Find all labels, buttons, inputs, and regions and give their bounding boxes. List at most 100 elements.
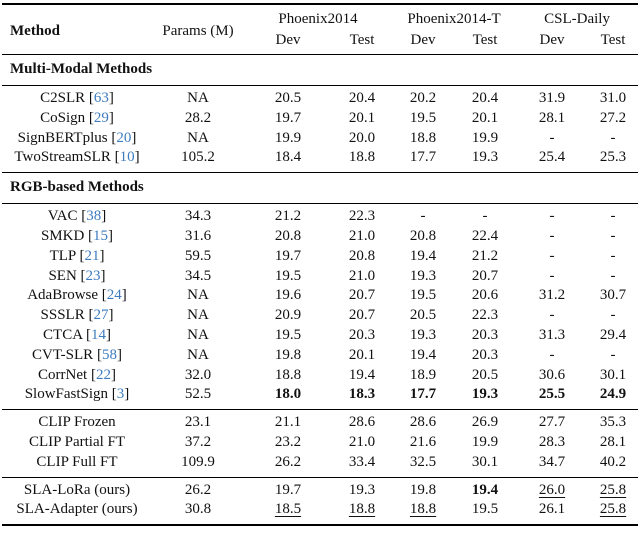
method-name: VAC (47, 208, 78, 225)
section-header-row: RGB-based Methods (2, 173, 638, 204)
value-cell: 20.7 (471, 267, 499, 284)
citation-number[interactable]: 20 (116, 129, 132, 146)
section-title: RGB-based Methods (10, 179, 144, 196)
value-cell: 19.5 (409, 287, 437, 304)
method-name: SLA-LoRa (ours) (23, 481, 131, 498)
table-header: Method Params (M) Phoenix2014 Phoenix201… (2, 4, 639, 55)
value-cell: 18.9 (409, 366, 437, 383)
citation-link[interactable]: [58] (93, 346, 122, 363)
value-cell: 20.5 (471, 366, 499, 383)
citation-link[interactable]: [14] (82, 326, 111, 343)
table-row: SSSLR [27] NA 20.9 20.7 20.5 22.3 - - (2, 306, 638, 326)
value-cell: 18.0 (274, 386, 302, 403)
method-name: CLIP Partial FT (28, 433, 126, 450)
value-cell: 20.1 (471, 109, 499, 126)
table-row: SlowFastSign [3] 52.5 18.0 18.3 17.7 19.3 25.5… (2, 385, 638, 409)
value-cell: 19.6 (274, 287, 302, 304)
value-cell: 19.7 (274, 481, 302, 498)
value-cell: 19.7 (274, 247, 302, 264)
citation-link[interactable]: [24] (98, 287, 127, 304)
table-row: SLA-Adapter (ours) 30.8 18.5 18.8 18.8 19.5 26… (2, 500, 638, 525)
citation-link[interactable]: [23] (76, 267, 106, 284)
method-cell: CLIP Frozen (2, 410, 152, 433)
rows-block: C2SLR [63] NA 20.5 20.4 20.2 20.4 31.9 31.0 CoSi… (2, 85, 639, 173)
table-row: SEN [23] 34.5 19.5 21.0 19.3 20.7 - - (2, 267, 638, 287)
value-cell: 26.9 (471, 414, 499, 431)
method-cell: CVT-SLR [58] (2, 346, 152, 366)
method-name: C2SLR (40, 90, 86, 106)
citation-link[interactable]: [38] (77, 208, 107, 225)
value-cell: 18.4 (274, 149, 302, 166)
col-header-params: Params (M) (162, 23, 234, 39)
params-cell: 32.0 (184, 366, 212, 383)
params-cell: 59.5 (184, 247, 212, 264)
value-cell: 27.2 (599, 109, 627, 126)
citation-number[interactable]: 24 (106, 287, 122, 304)
citation-number[interactable]: 63 (93, 90, 109, 106)
method-name: CLIP Frozen (38, 414, 116, 431)
col-group-phoenix2014-t: Phoenix2014-T (407, 11, 501, 27)
params-cell: 26.2 (184, 481, 212, 498)
value-cell: 20.8 (274, 227, 302, 244)
citation-link[interactable]: [15] (84, 227, 114, 244)
params-cell: 37.2 (184, 433, 212, 450)
value-cell: - (610, 208, 616, 225)
value-cell: - (610, 307, 616, 324)
citation-link[interactable]: [3] (108, 386, 130, 403)
value-cell: 30.1 (471, 453, 499, 470)
method-cell: SlowFastSign [3] (2, 385, 152, 409)
value-cell: 22.3 (348, 208, 376, 225)
col-header-test: Test (600, 32, 626, 48)
citation-number[interactable]: 22 (95, 366, 111, 383)
value-cell: 35.3 (599, 414, 627, 431)
method-name: CVT-SLR (32, 346, 94, 363)
value-cell: 20.6 (471, 287, 499, 304)
citation-number[interactable]: 38 (86, 208, 102, 225)
citation-link[interactable]: [29] (85, 109, 114, 126)
section-block: RGB-based Methods (2, 172, 639, 204)
method-cell: AdaBrowse [24] (2, 286, 152, 306)
table-row: C2SLR [63] NA 20.5 20.4 20.2 20.4 31.9 31.0 (2, 86, 638, 109)
value-cell: 18.8 (348, 149, 376, 166)
value-cell: 19.8 (274, 346, 302, 363)
citation-number[interactable]: 23 (85, 267, 101, 284)
params-cell: 109.9 (181, 453, 215, 470)
table-row: TwoStreamSLR [10] 105.2 18.4 18.8 17.7 19.3 25… (2, 148, 638, 172)
table-row: CLIP Full FT 109.9 26.2 33.4 32.5 30.1 34.7 40.… (2, 453, 638, 477)
value-cell: 18.8 (348, 501, 376, 518)
value-cell: 19.4 (409, 247, 437, 264)
col-group-phoenix2014: Phoenix2014 (278, 11, 358, 27)
citation-number[interactable]: 21 (84, 247, 100, 264)
citation-link[interactable]: [20] (107, 129, 137, 146)
value-cell: 20.9 (274, 307, 302, 324)
value-cell: - (610, 346, 616, 363)
value-cell: 21.1 (274, 414, 302, 431)
method-name: CorrNet (38, 366, 88, 383)
citation-number[interactable]: 27 (93, 307, 109, 324)
value-cell: 18.8 (409, 129, 437, 146)
value-cell: 20.1 (348, 346, 376, 363)
citation-link[interactable]: [10] (110, 149, 140, 166)
value-cell: 22.4 (471, 227, 499, 244)
value-cell: 21.0 (348, 433, 376, 450)
table-row: CTCA [14] NA 19.5 20.3 19.3 20.3 31.3 29.4 (2, 326, 638, 346)
value-cell: - (549, 247, 555, 264)
citation-number[interactable]: 58 (101, 346, 117, 363)
citation-number[interactable]: 15 (93, 227, 109, 244)
method-name: AdaBrowse (27, 287, 99, 304)
value-cell: 18.5 (274, 501, 302, 518)
citation-number[interactable]: 10 (119, 149, 135, 166)
citation-number[interactable]: 29 (93, 109, 109, 126)
value-cell: 30.6 (538, 366, 566, 383)
params-cell: 28.2 (184, 109, 212, 126)
params-cell: NA (187, 326, 209, 343)
citation-number[interactable]: 14 (90, 326, 106, 343)
citation-link[interactable]: [27] (84, 307, 114, 324)
citation-link[interactable]: [21] (75, 247, 105, 264)
value-cell: 20.8 (348, 247, 376, 264)
table-row: TLP [21] 59.5 19.7 20.8 19.4 21.2 - - (2, 247, 638, 267)
citation-number[interactable]: 3 (116, 386, 125, 403)
method-cell: CoSign [29] (2, 109, 152, 129)
citation-link[interactable]: [63] (85, 90, 114, 106)
citation-link[interactable]: [22] (87, 366, 116, 383)
